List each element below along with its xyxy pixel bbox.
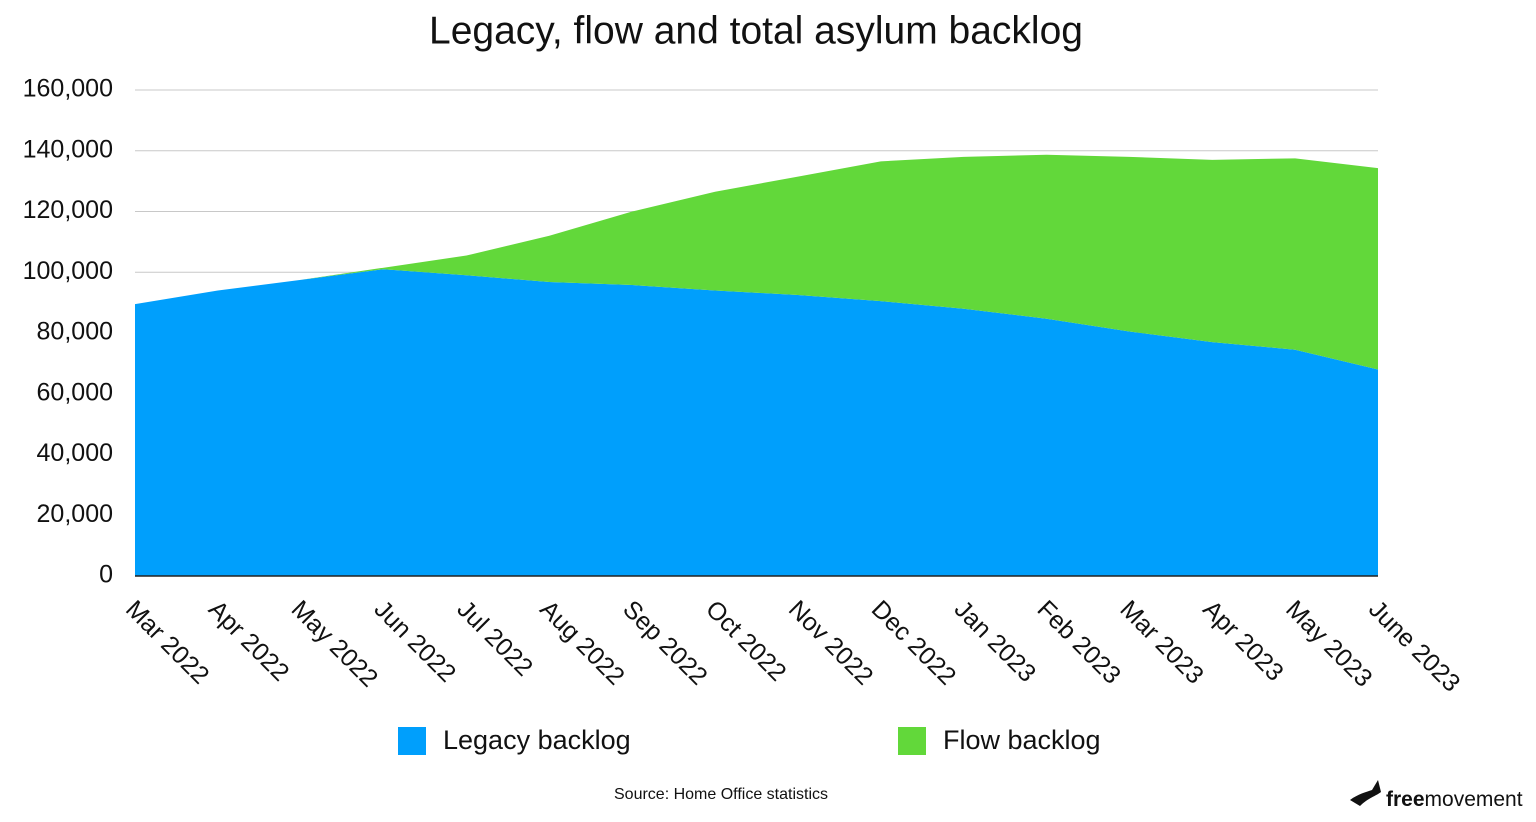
area xyxy=(135,154,1378,370)
x-tick-label: Nov 2022 xyxy=(783,595,878,690)
legend-swatch xyxy=(398,727,426,755)
x-tick-label: Jan 2023 xyxy=(949,595,1042,688)
x-tick-label: Oct 2022 xyxy=(700,595,792,687)
x-tick-label: Aug 2022 xyxy=(534,595,629,690)
y-tick-label: 160,000 xyxy=(23,75,113,103)
logo-bold: free xyxy=(1386,788,1425,811)
y-tick-label: 120,000 xyxy=(23,196,113,224)
x-tick-label: Mar 2022 xyxy=(120,595,214,689)
x-tick-label: May 2022 xyxy=(286,595,383,692)
x-tick-label: Jun 2022 xyxy=(369,595,462,688)
legend-label: Legacy backlog xyxy=(443,725,631,755)
logo: freemovement xyxy=(1386,788,1523,811)
area xyxy=(135,269,1378,576)
logo-regular: movement xyxy=(1425,788,1523,811)
logo-bird xyxy=(1350,780,1381,806)
legend-label: Flow backlog xyxy=(943,725,1101,755)
y-tick-label: 40,000 xyxy=(37,439,113,467)
x-tick-label: Mar 2023 xyxy=(1114,595,1208,689)
legend-swatch xyxy=(898,727,926,755)
y-tick-label: 20,000 xyxy=(37,500,113,528)
y-tick-label: 100,000 xyxy=(23,257,113,285)
y-tick-label: 140,000 xyxy=(23,135,113,163)
x-tick-label: Jul 2022 xyxy=(452,595,539,682)
y-tick-label: 60,000 xyxy=(37,378,113,406)
x-tick-label: Sep 2022 xyxy=(617,595,712,690)
x-tick-label: Apr 2023 xyxy=(1197,595,1289,687)
y-tick-label: 0 xyxy=(99,561,113,589)
x-tick-label: June 2023 xyxy=(1363,595,1465,697)
y-tick-label: 80,000 xyxy=(37,318,113,346)
x-tick-label: Feb 2023 xyxy=(1032,595,1126,689)
x-tick-label: May 2023 xyxy=(1280,595,1377,692)
chart-title: Legacy, flow and total asylum backlog xyxy=(429,9,1083,52)
x-tick-label: Apr 2022 xyxy=(203,595,295,687)
source-note: Source: Home Office statistics xyxy=(614,786,828,803)
x-tick-label: Dec 2022 xyxy=(866,595,961,690)
